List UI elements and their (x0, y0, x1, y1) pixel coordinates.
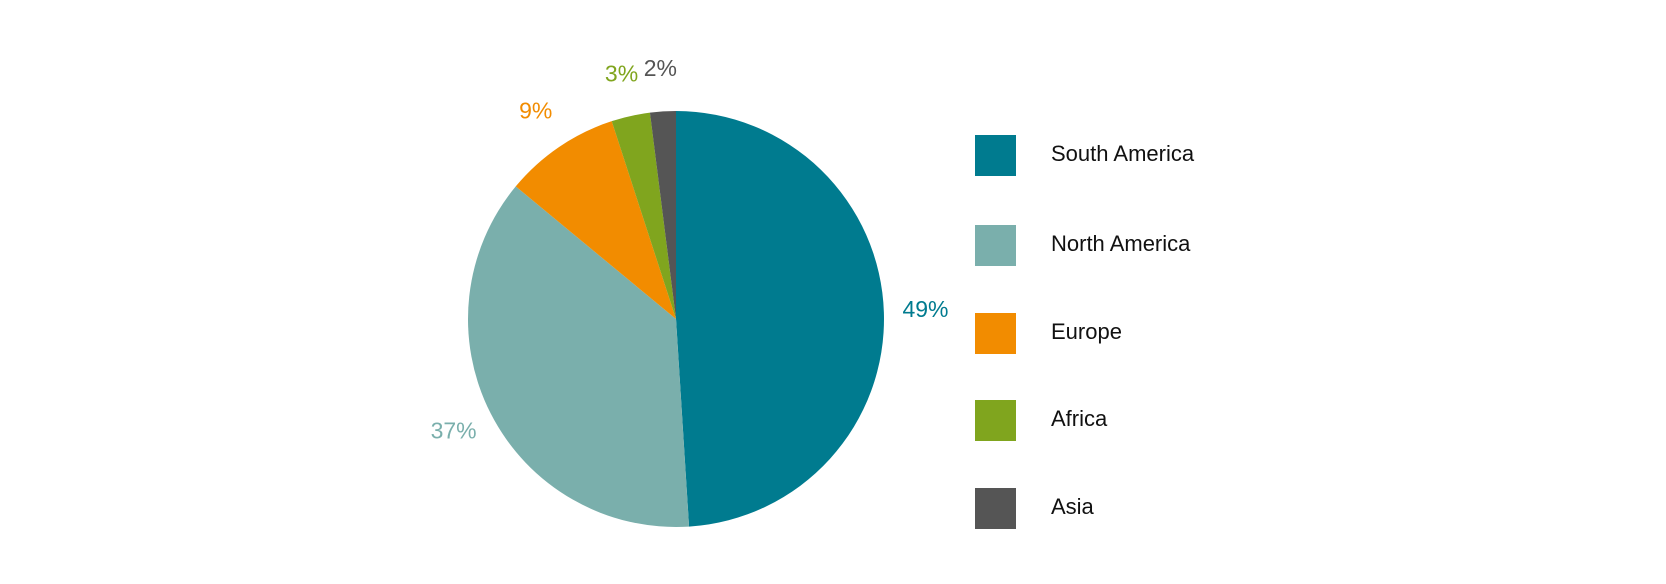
legend-swatch (975, 313, 1016, 354)
pie-slice (515, 121, 676, 320)
legend-label: Europe (1051, 319, 1122, 344)
legend-label: Africa (1051, 406, 1108, 431)
legend-swatch (975, 400, 1016, 441)
legend-swatch (975, 488, 1016, 529)
data-label: 2% (644, 55, 677, 81)
legend-label: South America (1051, 141, 1195, 166)
legend-label: Asia (1051, 494, 1095, 519)
data-label: 9% (519, 98, 552, 124)
pie-slice (611, 112, 676, 320)
legend-swatch (975, 135, 1016, 176)
pie-slice (467, 186, 690, 527)
legend-swatch (975, 225, 1016, 266)
legend-label: North America (1051, 231, 1191, 256)
pie-slice (649, 111, 676, 319)
pie-slice (676, 111, 884, 527)
data-label: 49% (902, 296, 948, 322)
data-label: 3% (605, 60, 638, 86)
data-label: 37% (431, 417, 477, 443)
